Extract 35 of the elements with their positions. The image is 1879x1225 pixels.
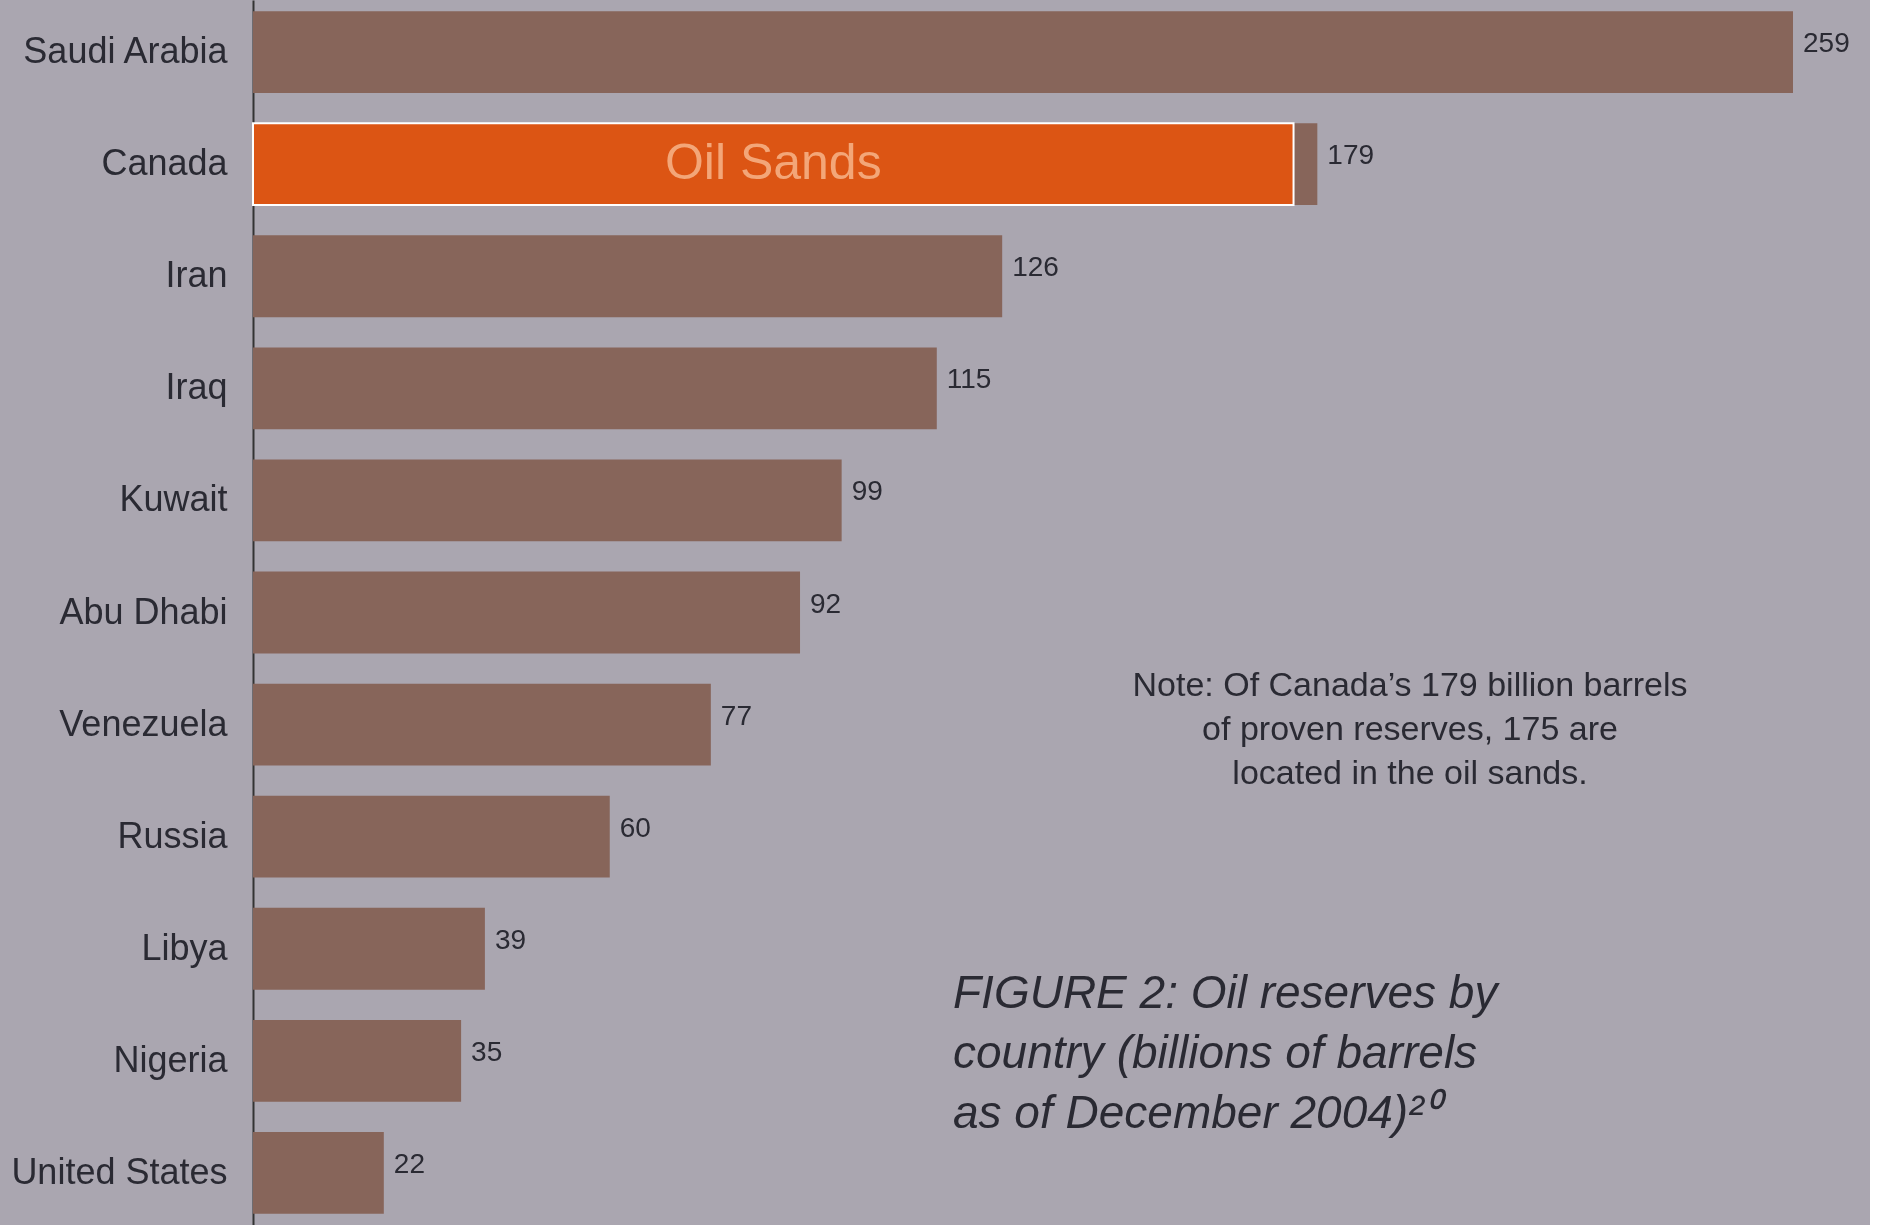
bar <box>253 459 842 542</box>
data-label: 179 <box>1327 139 1375 171</box>
bar <box>253 347 937 430</box>
data-label: 22 <box>393 1147 425 1179</box>
bar <box>253 795 610 878</box>
y-tick-label: Venezuela <box>59 702 229 744</box>
data-label: 115 <box>946 363 992 395</box>
y-tick-label: Saudi Arabia <box>23 30 229 72</box>
data-label: 92 <box>810 587 842 619</box>
bar <box>253 571 801 654</box>
data-label: 259 <box>1803 27 1850 59</box>
data-label: 99 <box>851 475 883 507</box>
annotation: FIGURE 2: Oil reserves by country (billions of barrels as of December 2004)²⁰ <box>953 966 1501 1138</box>
annotation: Note: Of Canada’s 179 billion barrels of proven reserves, 175 are located in the oil sands. <box>1132 665 1688 792</box>
data-label: 77 <box>720 699 752 731</box>
y-tick-label: Iran <box>165 254 228 296</box>
data-label: 35 <box>471 1035 503 1067</box>
y-tick-label: Iraq <box>165 366 228 408</box>
bar <box>253 683 711 766</box>
series-label: Oil Sands <box>664 134 882 191</box>
bar <box>253 11 1793 94</box>
y-tick-label: Russia <box>117 814 229 856</box>
y-tick-label: Abu Dhabi <box>59 590 228 632</box>
bar <box>253 1019 462 1102</box>
y-tick-label: Kuwait <box>119 478 228 520</box>
bar <box>253 235 1003 318</box>
y-tick-label: Canada <box>101 142 229 184</box>
data-label: 60 <box>619 811 651 843</box>
data-label: 39 <box>494 923 527 955</box>
y-tick-label: Libya <box>141 926 229 968</box>
data-label: 126 <box>1012 251 1059 283</box>
y-tick-label: United States <box>11 1150 228 1192</box>
bar <box>253 1131 384 1214</box>
bar <box>253 907 485 990</box>
y-tick-label: Nigeria <box>113 1038 229 1080</box>
